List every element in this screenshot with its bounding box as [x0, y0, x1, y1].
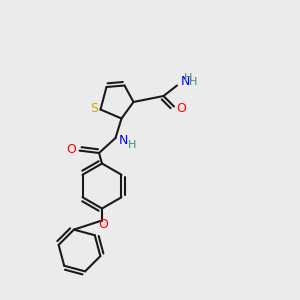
Text: O: O: [98, 218, 108, 232]
Text: N: N: [119, 134, 129, 148]
Text: H: H: [189, 77, 197, 87]
Text: H: H: [128, 140, 136, 150]
Text: N: N: [181, 75, 190, 88]
Text: O: O: [66, 142, 76, 156]
Text: H: H: [184, 73, 192, 83]
Text: S: S: [91, 101, 98, 115]
Text: O: O: [177, 101, 186, 115]
